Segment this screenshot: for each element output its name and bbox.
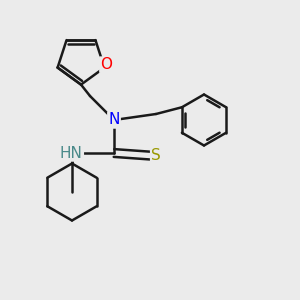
Text: HN: HN xyxy=(60,146,83,160)
Text: S: S xyxy=(151,148,161,164)
Text: O: O xyxy=(100,57,112,72)
Text: N: N xyxy=(108,112,120,128)
